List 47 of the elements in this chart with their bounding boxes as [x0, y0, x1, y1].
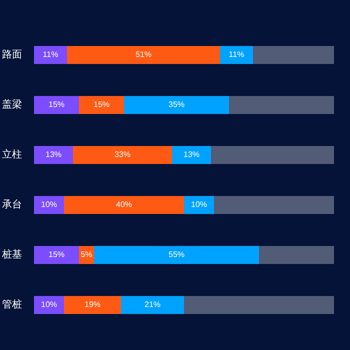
data-label: 51% — [135, 50, 152, 60]
y-tick-label: 盖梁 — [2, 98, 22, 111]
bar — [94, 246, 259, 264]
data-label: 11% — [228, 50, 244, 60]
data-label: 15% — [48, 100, 65, 110]
bar — [34, 296, 64, 314]
y-tick-label: 立柱 — [2, 148, 22, 161]
data-label: 13% — [183, 150, 200, 160]
data-label: 33% — [114, 150, 131, 160]
data-label: 13% — [45, 150, 62, 160]
bar — [64, 196, 184, 214]
data-label: 21% — [144, 300, 161, 310]
bar — [184, 296, 334, 314]
bar — [229, 96, 334, 114]
data-label: 35% — [168, 100, 185, 110]
data-label: 15% — [48, 250, 65, 260]
y-tick-label: 路面 — [2, 48, 22, 61]
data-label: 55% — [168, 250, 185, 260]
y-tick-label: 承台 — [2, 198, 22, 211]
data-label: 5% — [80, 250, 92, 260]
bar — [121, 296, 184, 314]
bar — [34, 196, 64, 214]
bar — [259, 246, 334, 264]
bar — [214, 196, 334, 214]
bar — [172, 146, 211, 164]
bar — [34, 246, 79, 264]
bar — [64, 296, 121, 314]
bar — [67, 46, 220, 64]
data-label: 10% — [190, 200, 208, 210]
bar — [34, 46, 67, 64]
data-label: 11% — [42, 50, 58, 60]
bar — [73, 146, 172, 164]
bar — [184, 196, 214, 214]
bar — [79, 96, 124, 114]
data-label: 10% — [40, 300, 58, 310]
y-tick-label: 管桩 — [2, 298, 22, 311]
data-label: 40% — [116, 200, 132, 210]
bar — [211, 146, 334, 164]
data-label: 19% — [84, 300, 101, 310]
data-label: 15% — [93, 100, 110, 110]
y-tick-label: 桩基 — [1, 248, 22, 261]
bar — [220, 46, 253, 64]
data-label: 10% — [40, 200, 58, 210]
bar — [124, 96, 229, 114]
bar — [253, 46, 334, 64]
bar — [34, 96, 79, 114]
bar — [34, 146, 73, 164]
